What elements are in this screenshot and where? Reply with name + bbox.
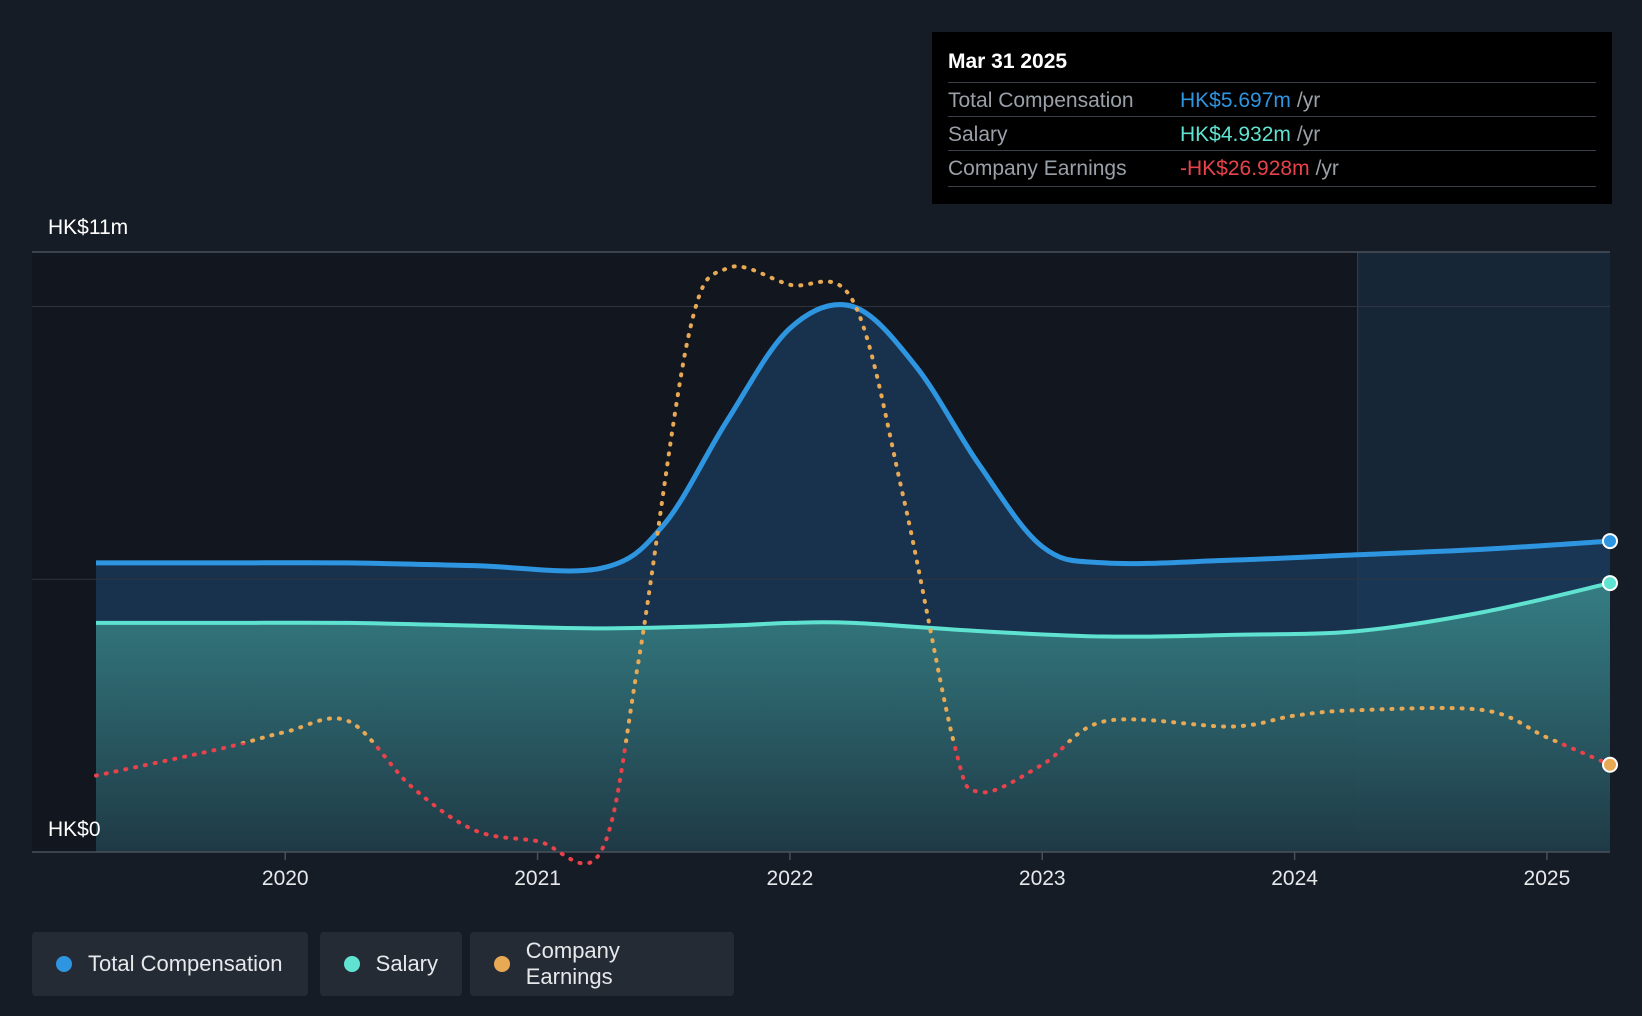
legend-item-salary[interactable]: Salary	[320, 932, 462, 996]
tooltip-divider	[948, 186, 1596, 187]
x-tick-label: 2024	[1271, 867, 1318, 890]
legend-label: Salary	[375, 951, 438, 976]
tooltip-value: -HK$26.928m	[1180, 157, 1310, 180]
dot-icon	[344, 956, 360, 972]
y-axis-label-zero: HK$0	[48, 818, 101, 841]
x-tick-label: 2023	[1019, 867, 1066, 890]
legend-item-company-earnings[interactable]: Company Earnings	[470, 932, 734, 996]
tooltip-date: Mar 31 2025	[948, 50, 1068, 73]
x-tick-label: 2021	[514, 867, 561, 890]
earnings-line-positive	[236, 264, 1565, 743]
tooltip-unit: /yr	[1296, 89, 1321, 112]
dot-icon	[56, 956, 72, 972]
tooltip: Mar 31 2025 Total Compensation HK$5.697m…	[932, 32, 1612, 204]
series-end-marker	[1602, 575, 1618, 592]
tooltip-unit: /yr	[1315, 157, 1339, 180]
series-end-marker	[1602, 756, 1618, 773]
x-tick-label: 2022	[767, 867, 814, 890]
dot-icon	[494, 956, 510, 972]
legend-label: Company Earnings	[525, 938, 620, 989]
x-tick-label: 2020	[262, 867, 309, 890]
legend-label: Total Compensation	[88, 951, 283, 976]
tooltip-label: Salary	[948, 123, 1008, 146]
legend-item-total-compensation[interactable]: Total Compensation	[32, 932, 308, 996]
y-axis-label-max: HK$11m	[48, 216, 128, 239]
tooltip-value: HK$4.932m	[1180, 123, 1291, 146]
tooltip-label: Company Earnings	[948, 157, 1127, 180]
total-compensation-line	[96, 302, 1611, 574]
series-end-marker	[1602, 533, 1618, 550]
tooltip-label: Total Compensation	[948, 89, 1134, 112]
salary-line	[95, 581, 1611, 639]
salary-area	[96, 583, 1610, 852]
tooltip-row-earnings: Company Earnings -HK$26.928m/yr	[948, 150, 1596, 185]
tooltip-row-total: Total Compensation HK$5.697m/yr	[948, 82, 1596, 117]
tooltip-unit: /yr	[1296, 123, 1321, 146]
x-tick-label: 2025	[1524, 867, 1571, 890]
tooltip-value: HK$5.697m	[1180, 89, 1291, 112]
tooltip-row-salary: Salary HK$4.932m/yr	[948, 116, 1596, 151]
